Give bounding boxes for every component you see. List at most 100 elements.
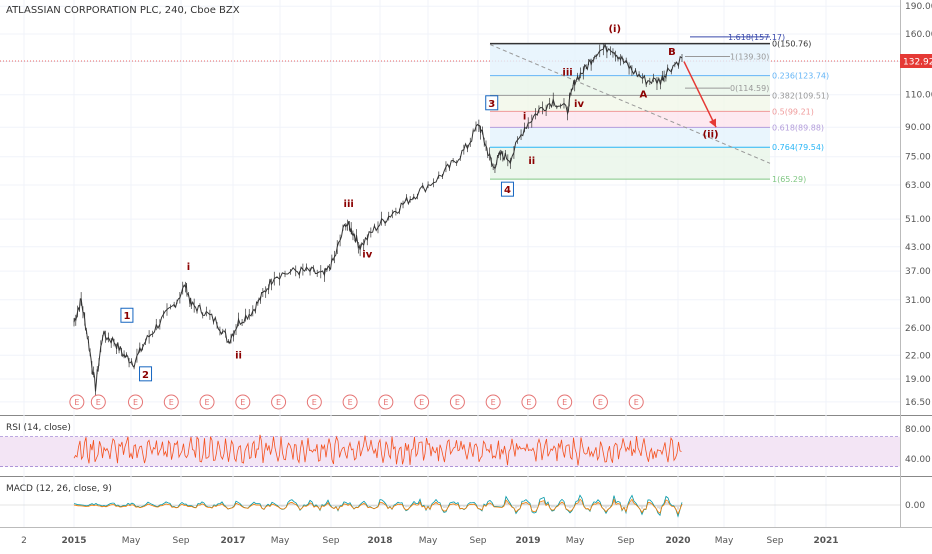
- wave-label: (i): [608, 24, 621, 35]
- price-tick-label: 75.00: [905, 153, 931, 163]
- earnings-label: E: [205, 398, 210, 407]
- wave-label: ii: [528, 156, 535, 167]
- time-tick-label: 2017: [220, 536, 245, 546]
- price-tick-label: 26.00: [905, 324, 931, 334]
- wave-label: iv: [574, 99, 584, 110]
- rsi-title: RSI (14, close): [6, 423, 71, 433]
- fib-band: [490, 111, 770, 128]
- wave-label: iv: [362, 249, 372, 260]
- wave-label: iii: [562, 68, 572, 79]
- earnings-marker: [485, 394, 501, 410]
- earnings-label: E: [383, 398, 388, 407]
- earnings-label: E: [312, 398, 317, 407]
- time-tick-label: Sep: [173, 536, 190, 546]
- fib-level-label: 0.382(109.51): [772, 91, 829, 100]
- price-tick-label: 160.00: [905, 30, 932, 40]
- earnings-label: E: [240, 398, 245, 407]
- earnings-marker: [378, 394, 394, 410]
- time-tick-label: Sep: [470, 536, 487, 546]
- time-tick-label: Sep: [618, 536, 635, 546]
- macd-pane[interactable]: [0, 477, 900, 527]
- price-tick-label: 16.50: [905, 398, 931, 408]
- wave-label: 1: [123, 311, 130, 322]
- earnings-label: E: [133, 398, 138, 407]
- time-tick-label: May: [419, 536, 438, 546]
- earnings-label: E: [169, 398, 174, 407]
- wave-label-box: [485, 95, 499, 111]
- projection-arrow: [683, 61, 717, 128]
- rsi-tick-label: 40.00: [905, 455, 931, 465]
- price-tick-label: 37.00: [905, 267, 931, 277]
- time-tick-label: 2015: [61, 536, 86, 546]
- time-tick-label: 2019: [515, 536, 540, 546]
- macd-title: MACD (12, 26, close, 9): [6, 484, 112, 494]
- time-tick-label: May: [566, 536, 585, 546]
- earnings-marker: [128, 394, 144, 410]
- earnings-marker: [306, 394, 322, 410]
- earnings-marker: [163, 394, 179, 410]
- earnings-label: E: [419, 398, 424, 407]
- earnings-marker: [271, 394, 287, 410]
- fib-level-label: 0.618(89.88): [772, 123, 824, 132]
- wave-label: B: [668, 47, 676, 58]
- price-tag: 132.92: [903, 58, 932, 68]
- price-tick-label: 31.00: [905, 296, 931, 306]
- price-tick-label: 51.00: [905, 215, 931, 225]
- rsi-line: [73, 434, 682, 466]
- wave-label-box: [500, 181, 514, 197]
- time-tick-label: May: [122, 536, 141, 546]
- earnings-marker: [414, 394, 430, 410]
- price-line: [73, 42, 683, 392]
- chart-title: ATLASSIAN CORPORATION PLC, 240, Cboe BZX: [6, 5, 240, 16]
- price-axis[interactable]: 190.00160.00135.00110.0090.0075.0063.005…: [905, 2, 932, 511]
- price-tick-label: 19.00: [905, 375, 931, 385]
- fib-level-label: 0(150.76): [772, 40, 811, 49]
- time-tick-label: 2: [21, 536, 27, 546]
- earnings-marker: [90, 394, 106, 410]
- time-tick-label: May: [271, 536, 290, 546]
- fib-retracement[interactable]: 1.618(157.17)0(150.76)1(139.30) 0.236(123…: [489, 33, 829, 184]
- time-tick-label: May: [715, 536, 734, 546]
- earnings-label: E: [634, 398, 639, 407]
- earnings-marker: [521, 394, 537, 410]
- earnings-marker: [235, 394, 251, 410]
- arrow-head: [709, 118, 716, 128]
- price-tick-label: 63.00: [905, 181, 931, 191]
- price-tag-box: [900, 54, 932, 68]
- fib-level-label: 0.764(79.54): [772, 143, 824, 152]
- earnings-label: E: [526, 398, 531, 407]
- fib-level-label: 1(139.30): [730, 52, 769, 61]
- price-tick-label: 43.00: [905, 243, 931, 253]
- earnings-marker: [628, 394, 644, 410]
- fib-level-label: 0.5(99.21): [772, 107, 814, 116]
- wave-label: A: [639, 90, 647, 101]
- wave-label: 3: [488, 99, 495, 110]
- wave-label: i: [187, 262, 190, 273]
- macd-tick-label: 0.00: [905, 501, 925, 511]
- time-axis[interactable]: 2 2015 May Sep 2017 May Sep 2018 May Sep 2019 May Se…: [21, 536, 838, 546]
- rsi-layer: [0, 434, 900, 467]
- fib-level-label: 0(114.59): [730, 84, 769, 93]
- price-tick-label: 22.00: [905, 351, 931, 361]
- price-tick-label: 110.00: [905, 91, 932, 101]
- earnings-label: E: [276, 398, 281, 407]
- macd-signal-line: [73, 498, 683, 516]
- fib-band: [490, 127, 770, 148]
- macd-layer: [0, 494, 900, 518]
- trend-line: [489, 44, 771, 164]
- fib-band: [490, 147, 770, 180]
- time-tick-label: 2021: [813, 536, 838, 546]
- wave-label: 4: [504, 185, 511, 196]
- earnings-label: E: [74, 398, 79, 407]
- price-tick-label: 90.00: [905, 123, 931, 133]
- earnings-marker: [69, 394, 85, 410]
- price-series-layer: [73, 42, 683, 398]
- fib-level-label: 0.236(123.74): [772, 72, 829, 81]
- earnings-label: E: [455, 398, 460, 407]
- time-tick-label: 2020: [665, 536, 690, 546]
- earnings-marker: [592, 394, 608, 410]
